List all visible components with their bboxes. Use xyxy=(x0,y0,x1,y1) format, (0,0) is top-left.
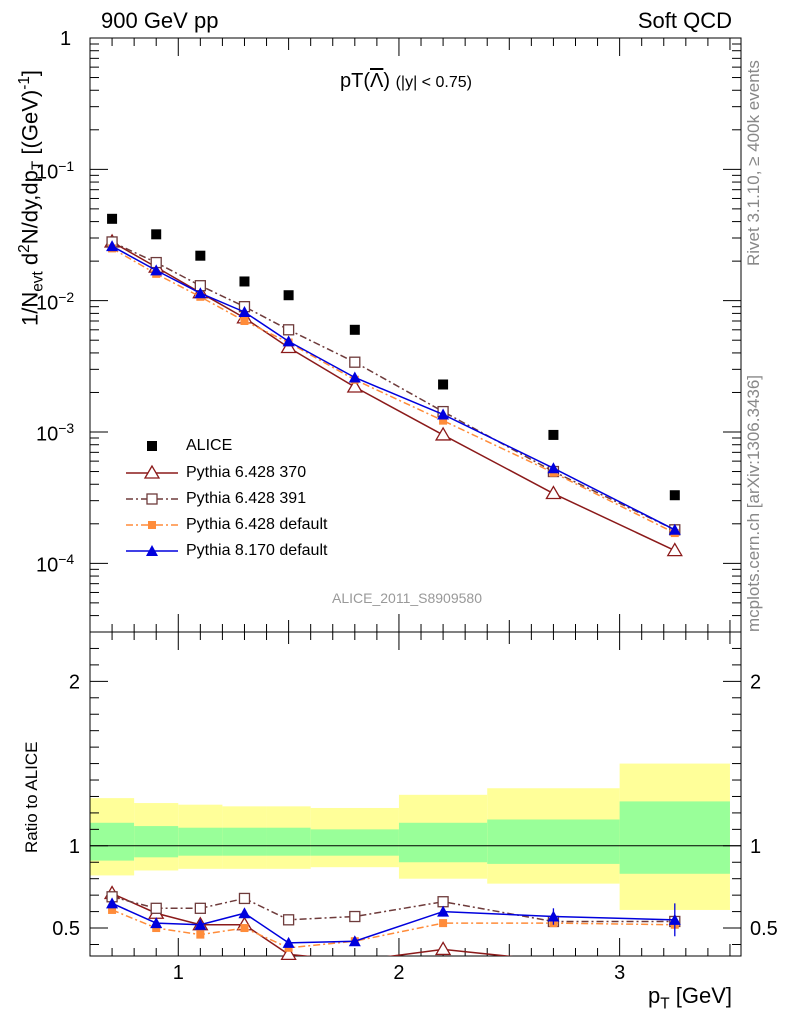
x-tick-label: 1 xyxy=(173,962,184,984)
header-right: Soft QCD xyxy=(637,8,732,33)
lower-ytick-label: 0.5 xyxy=(52,918,80,940)
ratio-band-inner xyxy=(134,826,179,858)
lower-point-py391 xyxy=(349,910,361,923)
lower-frame xyxy=(89,631,742,957)
lower-point-py391 xyxy=(238,892,251,905)
ratio-band-inner xyxy=(619,801,730,874)
lower-ytick-label-right: 0.5 xyxy=(750,918,778,940)
upper-point-py8 xyxy=(150,264,163,276)
ratio-band-inner xyxy=(222,827,267,856)
upper-point-py370 xyxy=(666,542,683,557)
upper-point-alice xyxy=(669,490,680,501)
upper-point-py370 xyxy=(545,485,562,500)
legend-label-pydef: Pythia 6.428 default xyxy=(186,516,328,533)
lower-point-py8 xyxy=(348,935,361,947)
lower-point-pydef xyxy=(196,930,205,939)
upper-point-py370 xyxy=(346,378,363,393)
lower-point-py8 xyxy=(106,897,119,909)
ytick-label-upper: 10−4 xyxy=(36,551,75,577)
ratio-band-inner xyxy=(266,827,311,856)
legend-marker-alice xyxy=(147,441,157,451)
lower-ytick-label: 2 xyxy=(69,671,80,693)
lower-ytick-label-right: 2 xyxy=(750,671,761,693)
lower-point-pydef xyxy=(439,919,448,928)
plot-title: pT(Λ) (|y| < 0.75) xyxy=(340,70,472,92)
lower-point-py8 xyxy=(282,936,295,948)
legend-label-alice: ALICE xyxy=(186,437,233,454)
lower-point-py8 xyxy=(194,918,207,930)
x-tick-label: 3 xyxy=(614,962,625,984)
lower-point-py8 xyxy=(547,910,560,922)
lower-point-pydef xyxy=(240,924,249,933)
ytick-label-upper: 10−1 xyxy=(36,158,75,184)
legend-marker-py370 xyxy=(143,464,161,479)
upper-point-pydef xyxy=(240,317,249,326)
upper-point-alice xyxy=(438,379,449,390)
ratio-band-inner xyxy=(487,819,620,864)
upper-point-alice xyxy=(548,429,559,440)
legend-marker-py391 xyxy=(146,493,158,505)
upper-point-py8 xyxy=(282,335,295,347)
upper-point-alice xyxy=(349,324,360,335)
lower-point-py391 xyxy=(282,914,295,926)
legend-label-py370: Pythia 6.428 370 xyxy=(186,464,307,481)
upper-point-alice xyxy=(239,276,250,287)
lower-point-py391 xyxy=(150,902,162,914)
ytick-label-upper: 10−2 xyxy=(36,289,75,315)
lower-point-py8 xyxy=(238,907,251,919)
lower-point-py8 xyxy=(150,917,163,929)
upper-point-py8 xyxy=(194,287,207,299)
x-axis-label: pT [GeV] xyxy=(648,983,733,1013)
upper-point-py8 xyxy=(238,305,251,317)
legend-label-py391: Pythia 6.428 391 xyxy=(186,490,307,507)
legend-label-py8: Pythia 8.170 default xyxy=(186,542,328,559)
upper-point-py370 xyxy=(434,426,452,441)
legend-marker-pydef xyxy=(148,521,156,529)
ratio-band-inner xyxy=(90,822,135,861)
header-left: 900 GeV pp xyxy=(101,8,219,33)
upper-point-pydef xyxy=(439,416,448,425)
lower-ytick-label-right: 1 xyxy=(750,836,761,858)
ratio-band-inner xyxy=(398,822,488,863)
upper-point-alice xyxy=(151,229,162,240)
lower-point-py370 xyxy=(280,946,297,961)
x-tick-label: 2 xyxy=(393,962,404,984)
ytick-label-upper: 10−3 xyxy=(36,420,75,446)
upper-point-alice xyxy=(283,290,294,301)
upper-point-py8 xyxy=(668,523,681,535)
upper-point-py8 xyxy=(106,240,119,252)
legend-marker-py8 xyxy=(146,545,158,556)
upper-point-py8 xyxy=(547,462,560,474)
ytick-label-upper: 1 xyxy=(60,28,72,50)
upper-point-py8 xyxy=(348,371,361,383)
upper-point-py391 xyxy=(282,324,295,336)
lower-point-py8 xyxy=(668,913,681,925)
lower-point-py391 xyxy=(437,896,449,908)
upper-point-py8 xyxy=(437,408,450,420)
lower-point-py8 xyxy=(437,905,450,917)
lower-ytick-label: 1 xyxy=(69,836,80,858)
upper-point-py391 xyxy=(349,356,361,368)
lower-point-pydef xyxy=(108,905,117,914)
lower-point-py370 xyxy=(434,941,452,956)
upper-point-alice xyxy=(195,250,206,261)
analysis-watermark: ALICE_2011_S8909580 xyxy=(332,590,482,606)
ratio-band-inner xyxy=(178,827,223,856)
upper-point-alice xyxy=(107,213,118,224)
ratio-band-inner xyxy=(310,829,399,856)
upper-frame xyxy=(89,37,742,633)
lower-point-py391 xyxy=(194,902,206,914)
